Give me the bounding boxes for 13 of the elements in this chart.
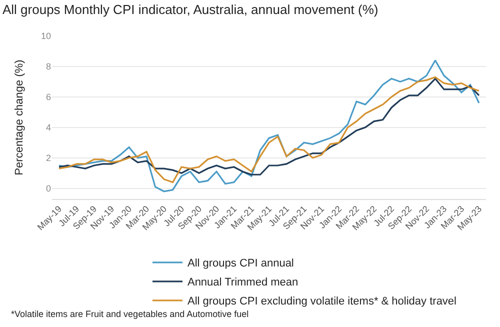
y-axis-title: Percentage change (%): [14, 60, 26, 176]
legend-label: All groups CPI excluding volatile items* & holiday travel: [187, 296, 457, 308]
y-tick-label: 4: [46, 122, 51, 133]
line-series: [58, 60, 480, 192]
text: *Volatile items are Fruit and vegetables and Automotive fuel: [11, 309, 249, 319]
y-tick-label: 10: [40, 31, 51, 42]
legend-label: All groups CPI annual: [187, 258, 294, 270]
y-tick-label: 0: [46, 183, 51, 194]
y-tick-label: 8: [46, 62, 51, 72]
y-tick-label: 2: [46, 153, 51, 164]
y-tick-label: 6: [46, 92, 51, 102]
chart-title: All groups Monthly CPI indicator, Australia, annual movement (%): [2, 2, 378, 18]
legend-label: Annual Trimmed mean: [187, 276, 298, 289]
